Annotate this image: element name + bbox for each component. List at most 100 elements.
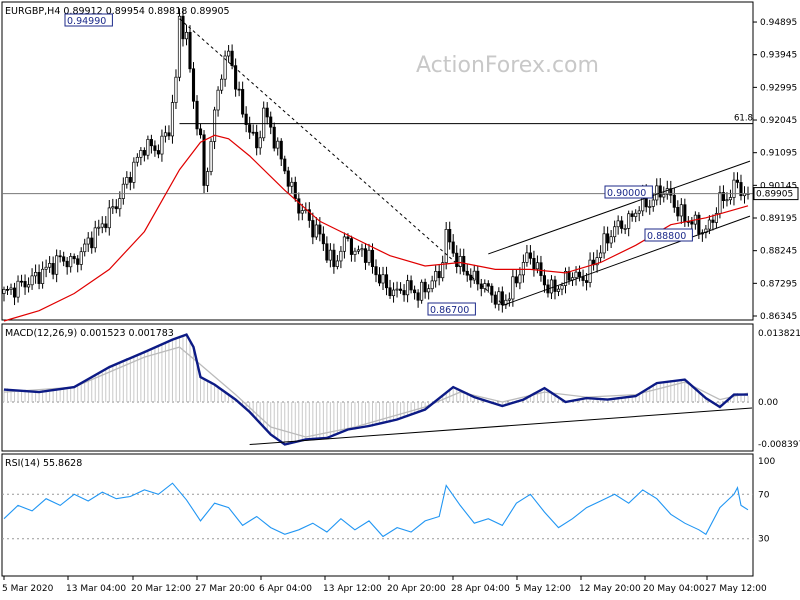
candle-body: [497, 291, 501, 305]
candle-body: [27, 284, 31, 288]
candle-body: [202, 134, 206, 186]
candle-body: [58, 255, 62, 258]
candle-body: [69, 256, 73, 268]
candle-body: [427, 288, 431, 293]
candle-body: [156, 150, 160, 155]
candle-body: [55, 255, 59, 275]
candle-body: [669, 188, 673, 196]
candle-body: [420, 281, 424, 301]
candle-body: [318, 224, 322, 235]
resistance-label-box: [604, 185, 653, 199]
candle-body: [265, 107, 269, 118]
candle-body: [574, 271, 578, 279]
candle-body: [732, 179, 736, 198]
rsi-panel-frame: [1, 453, 754, 577]
candle-body: [142, 150, 146, 156]
candle-body: [360, 248, 364, 251]
candle-body: [406, 280, 410, 296]
candle-body: [114, 206, 118, 210]
candle-body: [311, 220, 315, 238]
candle-body: [721, 192, 725, 201]
candle-body: [227, 50, 231, 57]
candle-body: [658, 185, 662, 198]
watermark: ActionForex.com: [416, 53, 599, 78]
candle-body: [648, 206, 652, 208]
candle-body: [616, 220, 620, 228]
candle-body: [437, 271, 441, 279]
candle-body: [595, 257, 599, 266]
candle-body: [423, 281, 427, 293]
candle-body: [111, 206, 115, 209]
channel-lower-line: [502, 215, 751, 306]
candle-body: [353, 250, 357, 255]
candle-body: [602, 233, 606, 254]
candle-body: [328, 249, 332, 261]
candle-body: [237, 88, 241, 91]
candle-body: [441, 262, 445, 279]
rsi-tick-label: 70: [758, 490, 770, 500]
candle-body: [12, 287, 17, 298]
fib-61-8-label: 61.8: [734, 114, 753, 124]
candle-body: [363, 248, 368, 263]
candle-body: [276, 140, 280, 149]
candle-body: [609, 236, 613, 244]
macd-tick-label: -0.008397: [758, 440, 800, 450]
candle-body: [181, 15, 185, 40]
candle-body: [416, 292, 420, 301]
candle-body: [2, 289, 6, 294]
candle-body: [672, 194, 676, 208]
candle-body: [413, 289, 417, 294]
candle-body: [269, 116, 273, 128]
candle-body: [662, 194, 666, 198]
candle-body: [97, 226, 101, 229]
high-label-box: [64, 13, 113, 27]
candle-body: [118, 198, 122, 210]
candle-body: [514, 276, 518, 284]
candle-body: [588, 259, 592, 283]
candle-body: [241, 89, 245, 115]
price-tick-label: 0.92995: [760, 83, 797, 93]
candle-body: [455, 252, 459, 267]
candle-body: [525, 252, 529, 263]
candle-body: [599, 252, 603, 258]
candle-body: [139, 150, 143, 158]
candle-body: [528, 252, 532, 259]
candle-body: [314, 224, 318, 238]
candle-body: [216, 89, 220, 111]
candle-body: [606, 233, 610, 244]
candle-body: [707, 219, 711, 230]
candle-body: [335, 260, 339, 267]
candle-body: [725, 199, 729, 202]
candle-body: [490, 285, 494, 296]
rsi-content: 100 70 30: [2, 454, 775, 576]
candle-body: [258, 137, 262, 149]
candle-body: [521, 262, 525, 276]
candle-body: [128, 177, 132, 183]
candle-body: [711, 219, 715, 223]
candle-body: [290, 181, 294, 187]
candle-body: [100, 223, 104, 228]
candle-body: [560, 285, 564, 290]
candle-body: [444, 229, 448, 264]
candle-body: [665, 188, 669, 195]
candle-body: [448, 229, 452, 243]
candle-body: [630, 213, 634, 217]
candle-body: [167, 132, 171, 137]
candle-body: [690, 221, 694, 225]
candle-body: [19, 280, 24, 283]
high-label: 0.94990: [67, 16, 106, 27]
candle-body: [627, 213, 631, 229]
candle-body: [563, 271, 568, 286]
candle-body: [244, 113, 248, 125]
rsi-line: [3, 482, 749, 538]
candle-body: [714, 213, 718, 223]
candle-body: [23, 281, 27, 288]
candle-body: [620, 220, 624, 229]
candle-body: [739, 182, 743, 197]
macd-tick-label: 0.013821: [758, 329, 800, 339]
candle-body: [86, 237, 90, 245]
candle-body: [585, 280, 589, 283]
candle-body: [507, 298, 511, 301]
candle-body: [542, 275, 547, 286]
candle-body: [402, 290, 406, 296]
